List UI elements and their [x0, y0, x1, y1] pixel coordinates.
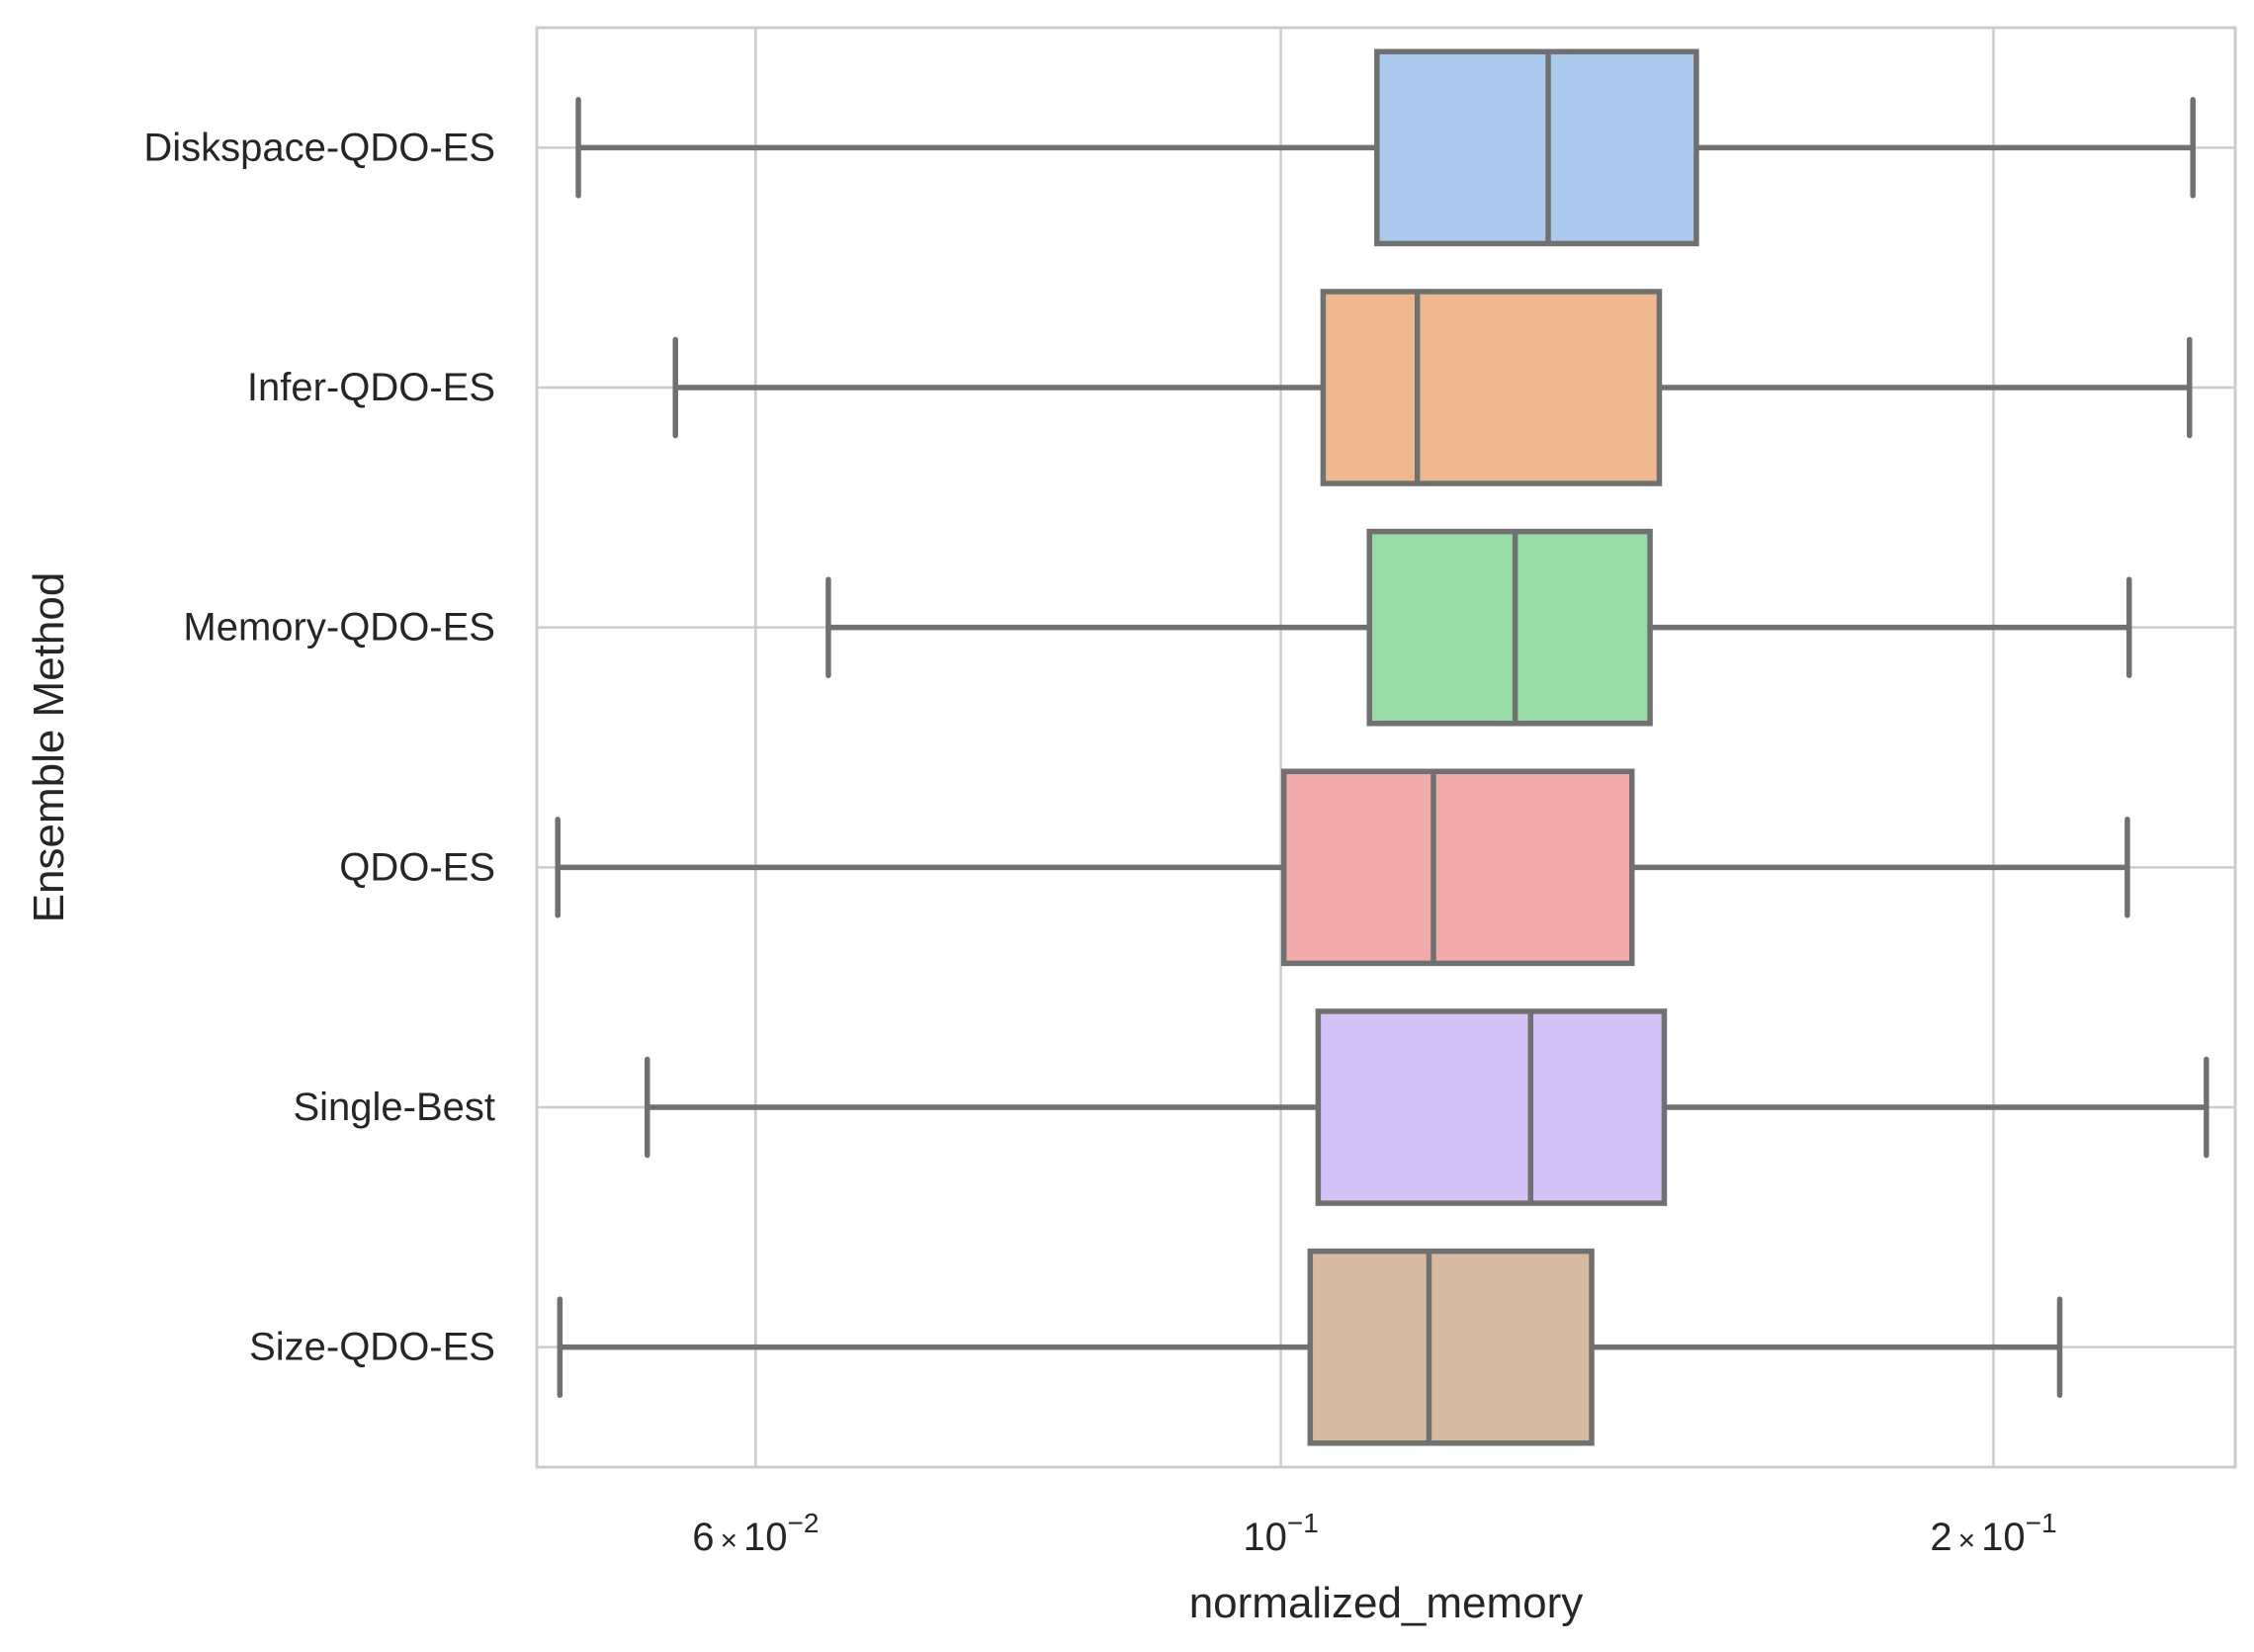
y-axis-label: Ensemble Method: [25, 572, 73, 923]
box-layer: [555, 48, 2210, 1446]
y-tick-label: Memory-QDO-ES: [183, 606, 495, 650]
box-series-2: [825, 528, 2132, 727]
y-tick-label: Infer-QDO-ES: [247, 366, 495, 409]
y-tick-label: Single-Best: [293, 1086, 495, 1129]
iqr-box: [1315, 1008, 1668, 1206]
x-tick-label: 10−1: [1243, 1508, 1318, 1559]
y-tick-label: Size-QDO-ES: [249, 1326, 495, 1369]
x-tick-labels: 6 × 10−2 10−1 2 × 10−1: [692, 1508, 2056, 1559]
x-axis-label: normalized_memory: [1189, 1579, 1584, 1627]
y-tick-label: QDO-ES: [339, 845, 495, 889]
box-series-1: [672, 289, 2193, 486]
box-series-5: [557, 1248, 2063, 1446]
iqr-box: [1374, 48, 1699, 247]
box-series-0: [575, 48, 2196, 247]
box-series-3: [555, 768, 2130, 967]
x-tick-label: 6 × 10−2: [692, 1508, 819, 1559]
iqr-box: [1280, 768, 1635, 967]
box-series-4: [644, 1008, 2210, 1206]
plot-frame: [535, 26, 2237, 1469]
y-tick-labels: Diskspace-QDO-ES Infer-QDO-ES Memory-QDO-E…: [143, 126, 495, 1368]
y-tick-label: Diskspace-QDO-ES: [143, 126, 495, 169]
iqr-box: [1366, 528, 1653, 727]
iqr-box: [1307, 1248, 1595, 1446]
iqr-box: [1320, 289, 1663, 486]
x-tick-label: 2 × 10−1: [1930, 1508, 2056, 1559]
